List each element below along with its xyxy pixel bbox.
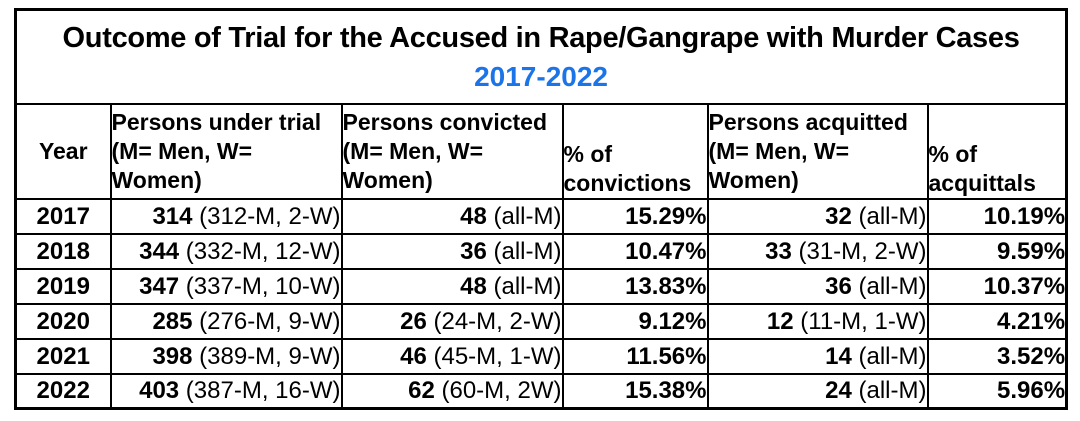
convicted-count: 48 xyxy=(460,272,487,300)
acquitted-detail: (all-M) xyxy=(851,377,927,405)
acquitted-detail: (all-M) xyxy=(851,342,927,370)
convicted-detail: (60-M, 2W) xyxy=(434,377,562,405)
acquitted-cell: 33 (31-M, 2-W) xyxy=(706,232,929,270)
convicted-count: 36 xyxy=(460,237,487,265)
pct-acquittals-cell: 10.19% xyxy=(926,197,1068,235)
under-trial-count: 344 xyxy=(139,237,180,265)
acquitted-detail: (all-M) xyxy=(851,272,927,300)
acquitted-count: 33 xyxy=(765,237,792,265)
under-trial-detail: (276-M, 9-W) xyxy=(192,307,341,335)
acquitted-detail: (all-M) xyxy=(851,202,927,230)
convicted-cell: 62 (60-M, 2W) xyxy=(340,372,564,410)
convicted-cell: 36 (all-M) xyxy=(340,232,564,270)
year-cell: 2018 xyxy=(14,232,112,270)
under-trial-count: 285 xyxy=(152,307,193,335)
under-trial-detail: (389-M, 9-W) xyxy=(192,342,341,370)
pct-convictions-cell: 13.83% xyxy=(561,267,709,305)
acquitted-count: 24 xyxy=(825,377,852,405)
column-header-year: Year xyxy=(14,102,112,200)
under-trial-cell: 398 (389-M, 9-W) xyxy=(109,337,343,375)
acquitted-cell: 12 (11-M, 1-W) xyxy=(706,302,929,340)
under-trial-count: 398 xyxy=(152,342,193,370)
acquitted-count: 12 xyxy=(766,307,794,335)
acquitted-cell: 14 (all-M) xyxy=(706,337,929,375)
pct-acquittals-cell: 9.59% xyxy=(926,232,1068,270)
year-cell: 2020 xyxy=(14,302,112,340)
convicted-cell: 46 (45-M, 1-W) xyxy=(340,337,564,375)
table-row-2017: 2017 314 (312-M, 2-W) 48 (all-M) 15.29% … xyxy=(14,197,1068,235)
convicted-count: 26 xyxy=(400,307,427,335)
column-header-under-trial: Persons under trial (M= Men, W= Women) xyxy=(109,102,343,200)
under-trial-cell: 403 (387-M, 16-W) xyxy=(109,372,343,410)
pct-convictions-cell: 15.38% xyxy=(561,372,709,410)
table-row-2020: 2020 285 (276-M, 9-W) 26 (24-M, 2-W) 9.1… xyxy=(14,302,1068,340)
pct-convictions-cell: 10.47% xyxy=(561,232,709,270)
trial-outcome-table: Outcome of Trial for the Accused in Rape… xyxy=(14,8,1069,410)
acquitted-count: 14 xyxy=(825,342,852,370)
acquitted-cell: 24 (all-M) xyxy=(706,372,929,410)
under-trial-detail: (387-M, 16-W) xyxy=(179,377,341,405)
under-trial-cell: 347 (337-M, 10-W) xyxy=(109,267,343,305)
convicted-count: 62 xyxy=(408,377,435,405)
pct-acquittals-cell: 4.21% xyxy=(926,302,1068,340)
convicted-detail: (all-M) xyxy=(486,237,562,265)
convicted-detail: (24-M, 2-W) xyxy=(426,307,562,335)
column-header-pct-acquittals: % of acquittals xyxy=(926,102,1068,200)
pct-acquittals-cell: 3.52% xyxy=(926,337,1068,375)
table-row-2019: 2019 347 (337-M, 10-W) 48 (all-M) 13.83%… xyxy=(14,267,1068,305)
column-header-acquitted: Persons acquitted (M= Men, W= Women) xyxy=(706,102,929,200)
page-subtitle-year-range: 2017-2022 xyxy=(474,60,608,92)
page-title: Outcome of Trial for the Accused in Rape… xyxy=(62,21,1020,54)
column-header-convicted: Persons convicted (M= Men, W= Women) xyxy=(340,102,564,200)
convicted-detail: (all-M) xyxy=(486,272,562,300)
table-row-2018: 2018 344 (332-M, 12-W) 36 (all-M) 10.47%… xyxy=(14,232,1068,270)
pct-acquittals-cell: 10.37% xyxy=(926,267,1068,305)
under-trial-cell: 314 (312-M, 2-W) xyxy=(109,197,343,235)
under-trial-count: 403 xyxy=(139,377,180,405)
pct-acquittals-cell: 5.96% xyxy=(926,372,1068,410)
acquitted-count: 36 xyxy=(825,272,852,300)
under-trial-count: 314 xyxy=(152,202,193,230)
under-trial-cell: 344 (332-M, 12-W) xyxy=(109,232,343,270)
pct-convictions-cell: 9.12% xyxy=(561,302,709,340)
convicted-count: 46 xyxy=(400,342,427,370)
acquitted-detail: (31-M, 2-W) xyxy=(791,237,927,265)
header-row: Year Persons under trial (M= Men, W= Wom… xyxy=(14,102,1068,200)
column-header-pct-convictions: % of convictions xyxy=(561,102,709,200)
acquitted-cell: 36 (all-M) xyxy=(706,267,929,305)
table-row-2022: 2022 403 (387-M, 16-W) 62 (60-M, 2W) 15.… xyxy=(14,372,1068,410)
year-cell: 2021 xyxy=(14,337,112,375)
convicted-cell: 26 (24-M, 2-W) xyxy=(340,302,564,340)
under-trial-count: 347 xyxy=(139,272,180,300)
under-trial-detail: (332-M, 12-W) xyxy=(179,237,341,265)
convicted-detail: (all-M) xyxy=(486,202,562,230)
pct-convictions-cell: 15.29% xyxy=(561,197,709,235)
convicted-cell: 48 (all-M) xyxy=(340,267,564,305)
title-cell: Outcome of Trial for the Accused in Rape… xyxy=(14,8,1068,105)
convicted-count: 48 xyxy=(460,202,487,230)
acquitted-count: 32 xyxy=(825,202,852,230)
convicted-cell: 48 (all-M) xyxy=(340,197,564,235)
acquitted-detail: (11-M, 1-W) xyxy=(793,307,927,335)
under-trial-detail: (312-M, 2-W) xyxy=(192,202,341,230)
under-trial-cell: 285 (276-M, 9-W) xyxy=(109,302,343,340)
under-trial-detail: (337-M, 10-W) xyxy=(179,272,341,300)
year-cell: 2022 xyxy=(14,372,112,410)
year-cell: 2017 xyxy=(14,197,112,235)
title-row: Outcome of Trial for the Accused in Rape… xyxy=(14,8,1068,105)
year-cell: 2019 xyxy=(14,267,112,305)
convicted-detail: (45-M, 1-W) xyxy=(426,342,562,370)
table-row-2021: 2021 398 (389-M, 9-W) 46 (45-M, 1-W) 11.… xyxy=(14,337,1068,375)
acquitted-cell: 32 (all-M) xyxy=(706,197,929,235)
pct-convictions-cell: 11.56% xyxy=(561,337,709,375)
